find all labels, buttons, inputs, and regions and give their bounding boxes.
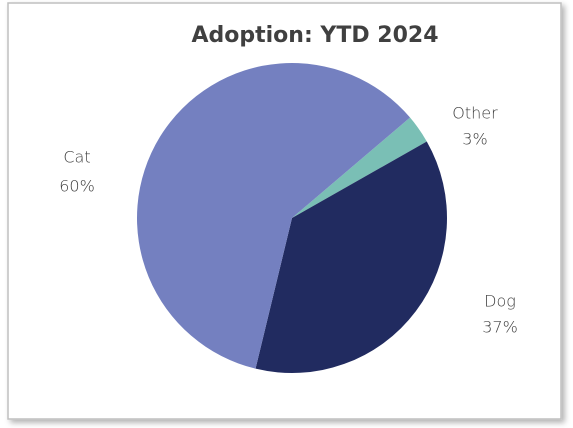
- pie-slice: [255, 141, 447, 373]
- pie-slice: [137, 63, 411, 369]
- value-label: 60%: [59, 177, 95, 196]
- value-label: 3%: [462, 130, 487, 149]
- chart-title: Adoption: YTD 2024: [191, 23, 438, 48]
- category-label: Cat: [63, 148, 90, 167]
- category-label: Dog: [484, 292, 516, 311]
- pie-slice: [292, 117, 427, 218]
- value-label: 37%: [482, 318, 518, 337]
- category-label: Other: [452, 104, 498, 123]
